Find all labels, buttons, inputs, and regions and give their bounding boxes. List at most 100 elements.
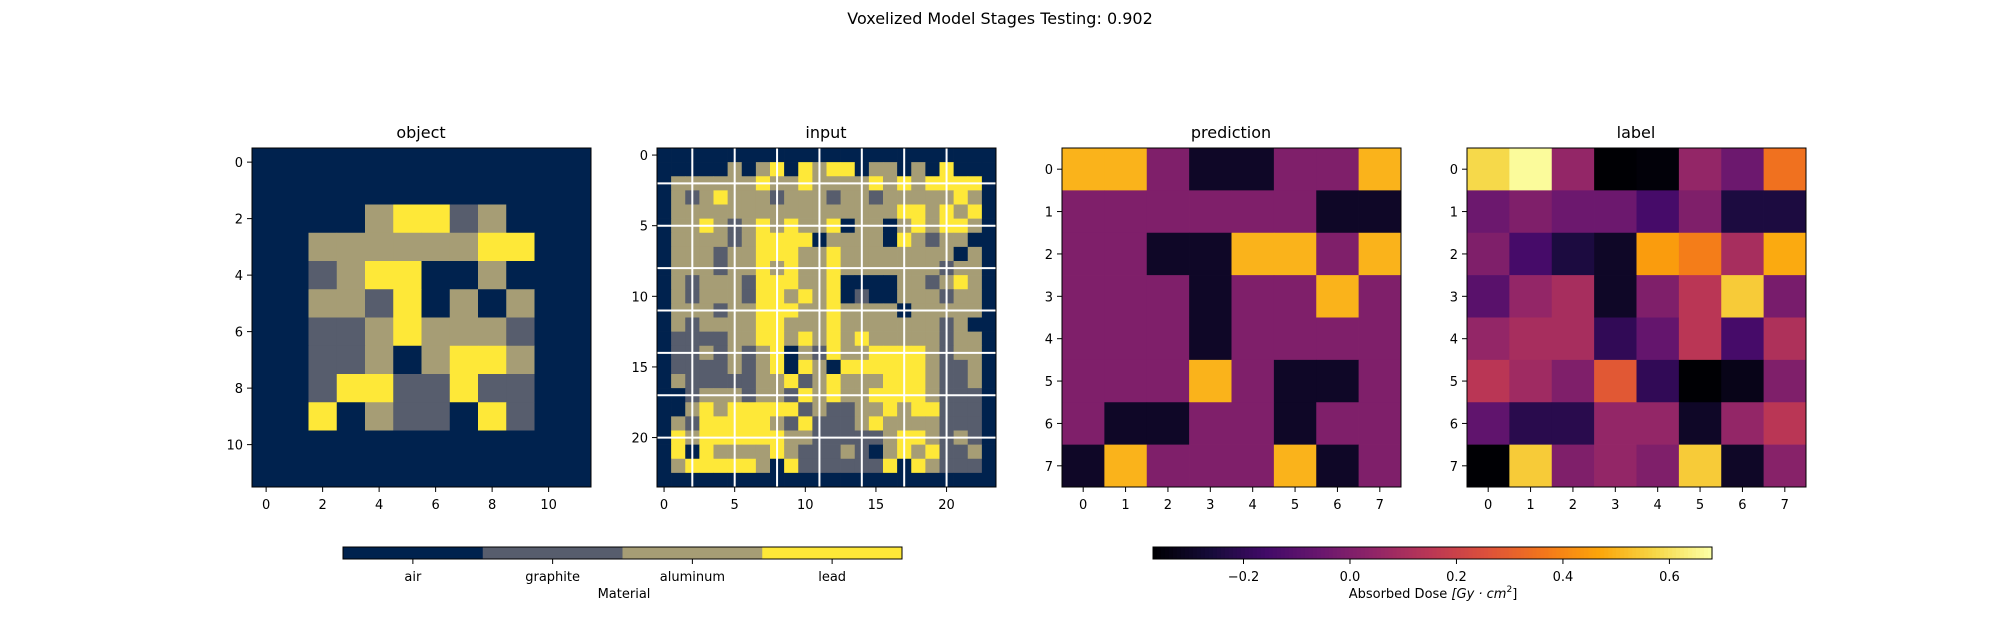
heatmap-cell xyxy=(798,331,813,347)
dose-gradient-step xyxy=(1664,547,1669,559)
y-tick-label: 1 xyxy=(1045,206,1053,221)
heatmap-cell xyxy=(280,430,309,460)
heatmap-cell xyxy=(478,232,507,262)
heatmap-cell xyxy=(421,289,451,318)
heatmap-cell xyxy=(1104,402,1148,445)
dose-gradient-step xyxy=(1440,547,1446,559)
heatmap-cell xyxy=(1678,148,1722,191)
dose-gradient-step xyxy=(1468,547,1474,559)
heatmap-cell xyxy=(883,275,898,290)
prediction-panel: prediction 0 1 2 3 4 5 6 7 0 1 2 3 4 5 6 7 xyxy=(1045,123,1402,513)
heatmap-cell xyxy=(657,402,672,417)
heatmap-cell xyxy=(1189,402,1232,445)
heatmap-cell xyxy=(252,458,281,488)
heatmap-cell xyxy=(1551,148,1595,191)
heatmap-cell xyxy=(911,317,926,332)
heatmap-cell xyxy=(755,190,771,205)
heatmap-cell xyxy=(1146,317,1190,361)
heatmap-cell xyxy=(393,232,422,262)
heatmap-cell xyxy=(1763,275,1807,318)
heatmap-cell xyxy=(478,430,507,460)
heatmap-cell xyxy=(252,261,281,290)
heatmap-cell xyxy=(883,374,898,389)
heatmap-cell xyxy=(755,402,771,417)
y-tick-label: 3 xyxy=(1045,290,1053,305)
dose-gradient-step xyxy=(1340,547,1346,559)
heatmap-cell xyxy=(911,162,926,177)
heatmap-cell xyxy=(784,162,799,177)
heatmap-cell xyxy=(1231,402,1275,445)
heatmap-cell xyxy=(1189,148,1232,191)
heatmap-cell xyxy=(798,162,813,177)
heatmap-cell xyxy=(534,345,564,375)
x-tick-label: 4 xyxy=(1249,498,1257,513)
heatmap-cell xyxy=(798,472,813,488)
heatmap-cell xyxy=(1551,317,1595,361)
heatmap-cell xyxy=(534,204,564,234)
dose-label-close: ] xyxy=(1512,587,1517,602)
heatmap-cell xyxy=(1358,317,1402,361)
input-panel: input 0 5 10 15 20 0 5 10 15 20 xyxy=(631,123,997,513)
heatmap-cell xyxy=(883,162,898,177)
dose-gradient-step xyxy=(1200,547,1206,559)
heatmap-cell xyxy=(393,374,422,403)
heatmap-cell xyxy=(449,232,479,262)
heatmap-cell xyxy=(981,402,997,417)
heatmap-cell xyxy=(562,458,592,488)
heatmap-cell xyxy=(953,317,969,332)
dose-gradient-step xyxy=(1196,547,1202,559)
heatmap-cell xyxy=(1062,232,1105,276)
heatmap-cell xyxy=(840,148,856,163)
dose-gradient-step xyxy=(1276,547,1282,559)
x-tick-label: 6 xyxy=(431,498,439,513)
heatmap-cell xyxy=(826,374,841,389)
heatmap-cell xyxy=(741,359,757,375)
heatmap-cell xyxy=(365,148,394,177)
heatmap-cell xyxy=(1636,275,1680,318)
heatmap-cell xyxy=(336,289,366,318)
heatmap-cell xyxy=(981,148,997,163)
y-tick-label: 4 xyxy=(235,269,243,284)
heatmap-cell xyxy=(868,458,884,474)
heatmap-cell xyxy=(1636,402,1680,445)
dose-gradient-step xyxy=(1372,547,1378,559)
heatmap-cell xyxy=(252,289,281,318)
material-tick-label: lead xyxy=(818,570,846,585)
dose-gradient-step xyxy=(1500,547,1505,559)
material-swatch-graphite xyxy=(482,547,623,559)
x-tick-label: 0 xyxy=(1079,498,1087,513)
heatmap-cell xyxy=(1636,148,1680,191)
heatmap-cell xyxy=(1316,148,1359,191)
heatmap-cell xyxy=(713,402,728,417)
dose-gradient-step xyxy=(1584,547,1589,559)
heatmap-cell xyxy=(840,246,856,262)
dose-gradient-step xyxy=(1540,547,1545,559)
heatmap-cell xyxy=(1273,275,1317,318)
dose-gradient-step xyxy=(1552,547,1557,559)
heatmap-cell xyxy=(1467,148,1510,191)
dose-gradient-step xyxy=(1220,547,1226,559)
dose-gradient-step xyxy=(1328,547,1334,559)
dose-gradient-step xyxy=(1176,547,1182,559)
heatmap-cell xyxy=(506,458,535,488)
dose-tick-label: 0.6 xyxy=(1659,570,1680,585)
dose-gradient-step xyxy=(1348,547,1354,559)
y-tick-label: 7 xyxy=(1045,460,1053,475)
heatmap-cell xyxy=(967,416,983,431)
heatmap-cell xyxy=(534,176,564,205)
heatmap-cell xyxy=(883,190,898,205)
dose-gradient-step xyxy=(1228,547,1234,559)
heatmap-cell xyxy=(1104,317,1148,361)
y-tick-label: 0 xyxy=(235,156,243,171)
dose-gradient-step xyxy=(1652,547,1657,559)
heatmap-cell xyxy=(868,162,884,177)
heatmap-cell xyxy=(1551,232,1595,276)
heatmap-cell xyxy=(421,232,451,262)
heatmap-cell xyxy=(1551,444,1595,488)
heatmap-cell xyxy=(657,289,672,304)
dose-gradient-step xyxy=(1676,547,1681,559)
heatmap-cell xyxy=(741,246,757,262)
heatmap-cell xyxy=(365,232,394,262)
heatmap-cell xyxy=(1636,444,1680,488)
heatmap-cell xyxy=(365,204,394,234)
